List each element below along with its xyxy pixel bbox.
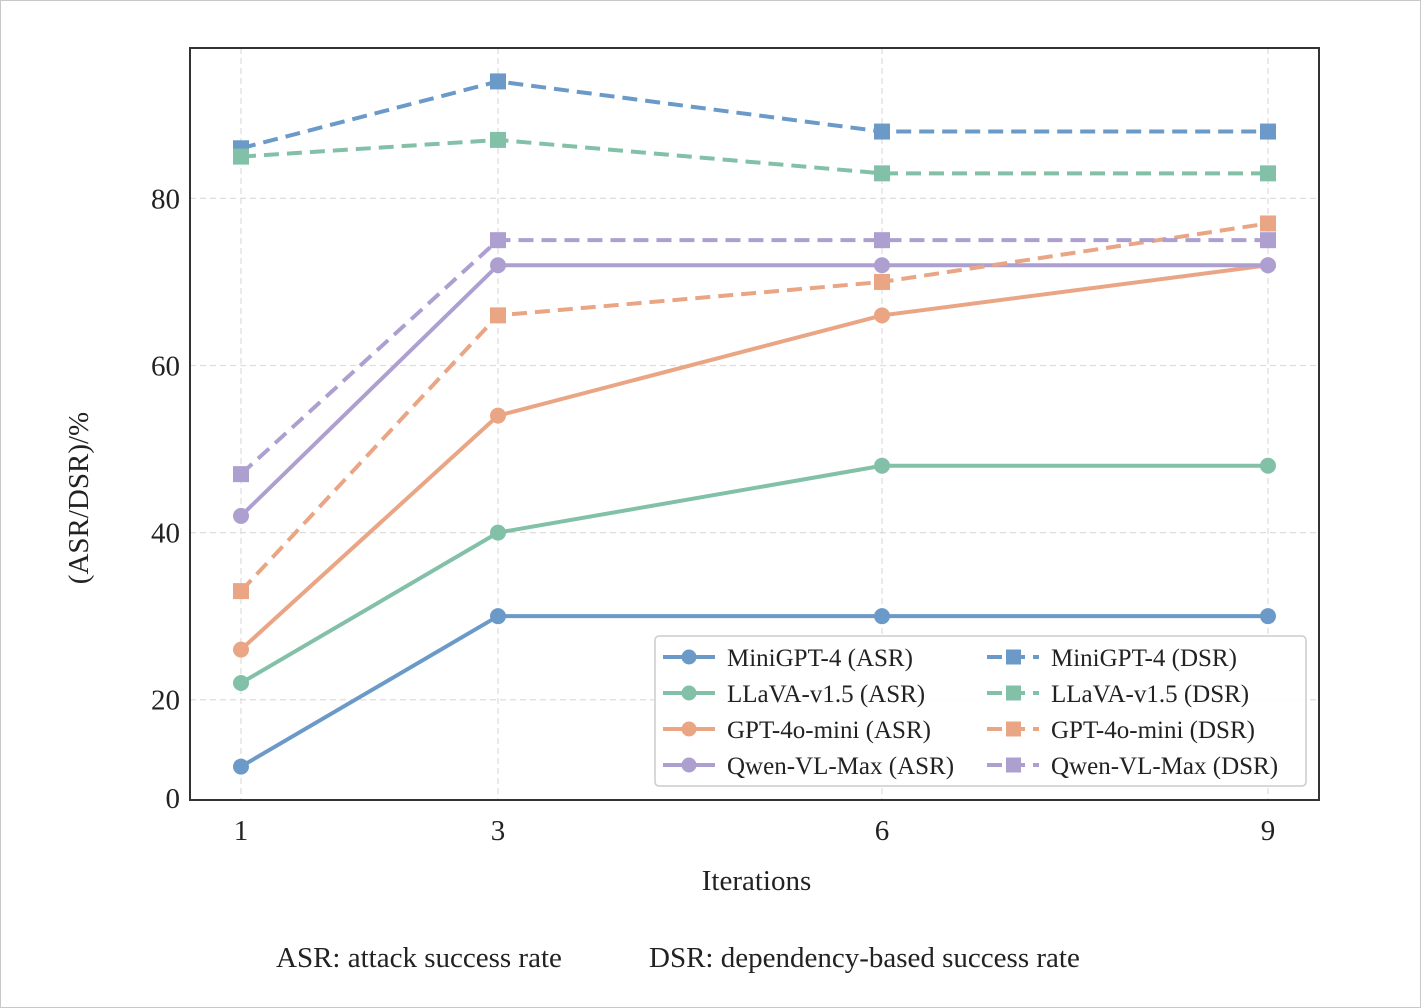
- data-point: [233, 675, 249, 692]
- data-point: [874, 257, 890, 274]
- legend-marker: [681, 649, 697, 665]
- data-point: [874, 123, 890, 140]
- data-point: [233, 466, 249, 483]
- plot-area-border: [189, 47, 1320, 801]
- y-tick-label: 80: [151, 183, 180, 215]
- data-point: [233, 507, 249, 524]
- data-point: [874, 165, 890, 182]
- x-axis-label: Iterations: [702, 865, 812, 897]
- data-point: [490, 131, 506, 148]
- data-point: [1260, 232, 1276, 249]
- x-tick-label: 9: [1261, 815, 1276, 847]
- series-llava-v1-5-dsr: [233, 131, 1276, 182]
- data-point: [233, 641, 249, 658]
- series-gpt-4o-mini-dsr: [233, 215, 1276, 600]
- series-llava-v1-5-asr: [233, 457, 1276, 692]
- data-point: [1260, 215, 1276, 232]
- legend-item: LLaVA-v1.5 (ASR): [663, 681, 925, 708]
- legend-item: GPT-4o-mini (DSR): [987, 717, 1255, 744]
- y-tick-label: 0: [166, 783, 181, 815]
- legend-label: LLaVA-v1.5 (DSR): [1051, 681, 1249, 708]
- y-axis-ticks: 20 40 60 80 0: [151, 183, 180, 815]
- series-line: [239, 263, 1268, 518]
- data-point: [490, 257, 506, 274]
- legend-marker: [1006, 649, 1021, 665]
- legend-marker: [681, 721, 697, 737]
- data-point: [233, 583, 249, 600]
- x-tick-label: 3: [491, 815, 506, 847]
- series-line: [239, 238, 1268, 476]
- legend-marker: [1006, 685, 1021, 701]
- series-layer: [233, 73, 1276, 775]
- series-minigpt-4-dsr: [233, 73, 1276, 157]
- asr-footnote: ASR: attack success rate: [276, 942, 562, 974]
- data-point: [233, 148, 249, 165]
- data-point: [490, 524, 506, 541]
- data-point: [490, 407, 506, 424]
- data-point: [490, 608, 506, 625]
- y-axis-label: (ASR/DSR)/%: [63, 412, 95, 584]
- legend-item: MiniGPT-4 (DSR): [987, 645, 1237, 672]
- series-qwen-vl-max-dsr: [233, 232, 1276, 483]
- data-point: [490, 232, 506, 249]
- series-line: [240, 137, 1268, 176]
- data-point: [874, 307, 890, 324]
- series-qwen-vl-max-asr: [233, 257, 1276, 524]
- legend-label: Qwen-VL-Max (DSR): [1051, 753, 1278, 780]
- legend-label: LLaVA-v1.5 (ASR): [727, 681, 925, 708]
- legend-item: Qwen-VL-Max (ASR): [663, 753, 954, 780]
- data-point: [233, 758, 249, 775]
- data-point: [874, 457, 890, 474]
- y-tick-label: 20: [151, 685, 180, 717]
- y-tick-label: 60: [151, 351, 180, 383]
- legend-label: GPT-4o-mini (ASR): [727, 717, 931, 744]
- series-line: [240, 79, 1268, 151]
- legend-marker: [1006, 721, 1021, 737]
- legend-item: LLaVA-v1.5 (DSR): [987, 681, 1249, 708]
- legend-item: Qwen-VL-Max (DSR): [987, 753, 1278, 780]
- data-point: [1260, 123, 1276, 140]
- legend-marker: [1006, 757, 1021, 773]
- dsr-footnote: DSR: dependency-based success rate: [649, 942, 1080, 974]
- x-axis-ticks: 1 3 6 9: [234, 815, 1276, 847]
- series-minigpt-4-asr: [233, 608, 1276, 775]
- data-point: [1260, 457, 1276, 474]
- legend-marker: [681, 757, 697, 773]
- x-tick-label: 1: [234, 815, 249, 847]
- legend-label: Qwen-VL-Max (ASR): [727, 753, 954, 780]
- data-point: [874, 273, 890, 290]
- series-line: [239, 263, 1269, 652]
- series-line: [239, 463, 1268, 685]
- legend-label: MiniGPT-4 (DSR): [1051, 645, 1237, 672]
- data-point: [1260, 165, 1276, 182]
- legend-marker: [681, 685, 697, 701]
- legend-label: MiniGPT-4 (ASR): [727, 645, 913, 672]
- data-point: [490, 307, 506, 324]
- series-line: [239, 221, 1269, 593]
- legend-item: GPT-4o-mini (ASR): [663, 717, 931, 744]
- data-point: [1260, 257, 1276, 274]
- legend-item: MiniGPT-4 (ASR): [663, 645, 913, 672]
- data-point: [1260, 608, 1276, 625]
- legend-label: GPT-4o-mini (DSR): [1051, 717, 1255, 744]
- y-tick-label: 40: [151, 518, 180, 550]
- data-point: [874, 232, 890, 249]
- data-point: [874, 608, 890, 625]
- series-line: [239, 614, 1268, 769]
- data-point: [490, 73, 506, 90]
- legend: MiniGPT-4 (ASR) LLaVA-v1.5 (ASR) GPT-4o-mi…: [654, 635, 1307, 787]
- legend-box: [654, 635, 1307, 787]
- x-tick-label: 6: [875, 815, 890, 847]
